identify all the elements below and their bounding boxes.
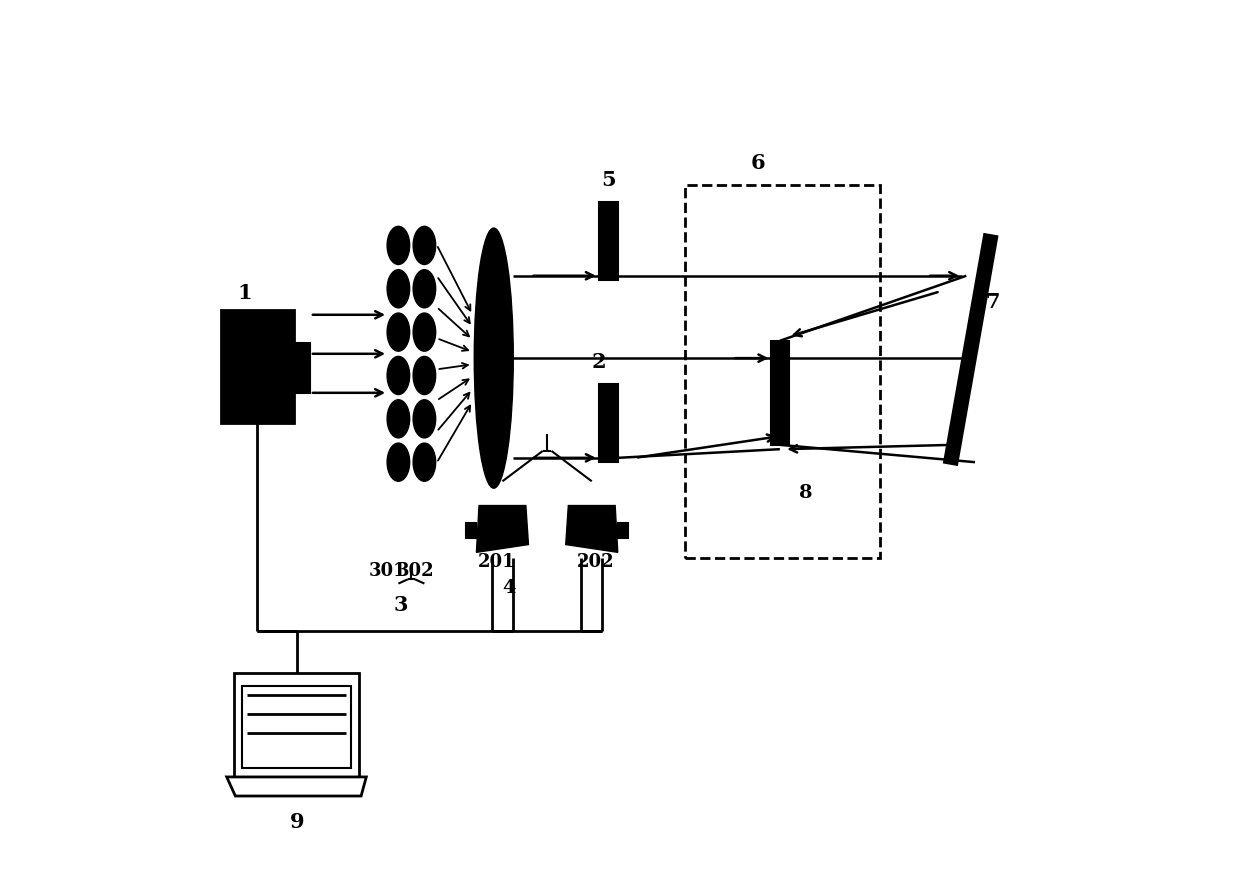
Ellipse shape	[413, 270, 436, 307]
Text: 202: 202	[576, 553, 615, 571]
Ellipse shape	[387, 270, 410, 307]
Bar	[234, 673, 359, 777]
Bar	[684, 185, 880, 558]
Text: 301: 301	[369, 561, 406, 580]
Text: 9: 9	[290, 812, 305, 832]
Bar	[295, 343, 310, 393]
Text: 7: 7	[985, 292, 1000, 312]
Polygon shape	[477, 506, 529, 552]
Bar	[618, 523, 628, 537]
Ellipse shape	[413, 357, 436, 395]
Text: 4: 4	[502, 579, 515, 597]
Ellipse shape	[387, 313, 410, 352]
Polygon shape	[566, 506, 618, 552]
Ellipse shape	[475, 228, 513, 488]
Text: 8: 8	[799, 484, 813, 501]
Text: 6: 6	[751, 153, 766, 173]
Ellipse shape	[413, 226, 436, 264]
Polygon shape	[227, 777, 367, 796]
Bar	[771, 341, 788, 445]
Text: 302: 302	[396, 561, 435, 580]
Ellipse shape	[413, 400, 436, 438]
Ellipse shape	[387, 357, 410, 395]
Ellipse shape	[387, 443, 410, 481]
Text: 201: 201	[477, 553, 515, 571]
Ellipse shape	[413, 443, 436, 481]
Text: 1: 1	[238, 283, 253, 303]
Text: 3: 3	[394, 596, 408, 615]
Bar	[598, 202, 618, 280]
Bar	[598, 384, 618, 463]
Bar	[243, 686, 351, 768]
Text: 2: 2	[591, 352, 606, 373]
Bar	[221, 310, 295, 423]
Ellipse shape	[387, 226, 410, 264]
Ellipse shape	[387, 400, 410, 438]
Ellipse shape	[413, 313, 436, 352]
Bar	[466, 523, 477, 537]
Text: 5: 5	[601, 170, 616, 190]
